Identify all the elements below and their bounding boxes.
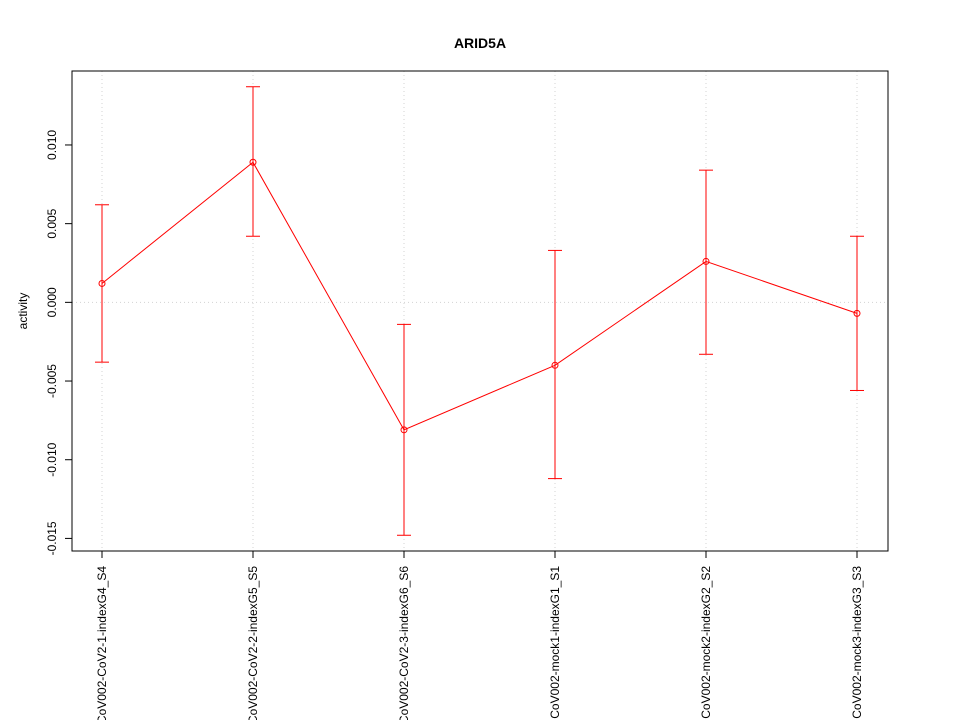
data-point (400, 426, 408, 434)
y-axis: -0.015 -0.010 -0.005 0.000 0.005 0.010 (45, 130, 73, 555)
x-tick-label: CoV002-CoV2-1-indexG4_S4 (95, 566, 109, 720)
data-point (551, 361, 559, 369)
grid (72, 71, 888, 551)
data-point (98, 279, 106, 287)
series-activity (95, 86, 864, 536)
data-point (853, 309, 861, 317)
chart-title: ARID5A (454, 35, 506, 51)
series-line (101, 161, 858, 431)
y-tick-label: 0.005 (45, 208, 59, 238)
y-tick-label: 0.000 (45, 287, 59, 317)
y-tick-label: 0.010 (45, 130, 59, 160)
x-tick-label: CoV002-CoV2-3-indexG6_S6 (397, 566, 411, 720)
y-axis-label: activity (16, 293, 30, 330)
x-tick-label: CoV002-CoV2-2-indexG5_S5 (246, 566, 260, 720)
x-axis: CoV002-CoV2-1-indexG4_S4 CoV002-CoV2-2-in… (95, 551, 864, 720)
y-tick-label: -0.010 (45, 442, 59, 476)
plot-frame (71, 70, 889, 552)
x-tick-label: CoV002-mock2-indexG2_S2 (699, 566, 713, 719)
data-point (702, 257, 710, 265)
x-tick-label: CoV002-mock3-indexG3_S3 (850, 566, 864, 719)
y-tick-label: -0.005 (45, 364, 59, 398)
y-tick-label: -0.015 (45, 521, 59, 555)
data-point (249, 158, 257, 166)
x-tick-label: CoV002-mock1-indexG1_S1 (548, 566, 562, 719)
